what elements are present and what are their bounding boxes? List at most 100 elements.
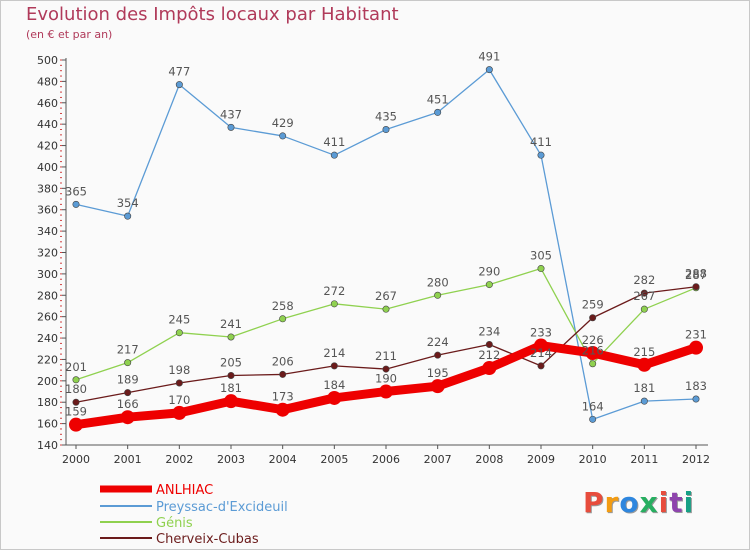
data-point	[124, 389, 132, 397]
data-point	[72, 200, 80, 208]
data-label: 166	[117, 397, 139, 411]
data-point	[227, 333, 235, 341]
data-point	[279, 132, 287, 140]
data-label: 206	[272, 354, 294, 368]
data-point	[279, 370, 287, 378]
data-point	[175, 81, 183, 89]
x-tick-label: 2000	[62, 453, 90, 466]
legend-entry: Preyssac-d'Excideuil	[156, 500, 288, 515]
data-label: 181	[220, 381, 242, 395]
data-label: 290	[478, 265, 500, 279]
data-label: 181	[633, 381, 655, 395]
legend-entry: ANLHIAC	[156, 483, 213, 498]
data-label: 491	[478, 50, 500, 64]
data-point	[279, 315, 287, 323]
data-point	[175, 329, 183, 337]
data-label: 231	[685, 328, 707, 342]
x-tick-label: 2003	[217, 453, 245, 466]
data-point	[692, 283, 700, 291]
y-tick-label: 380	[37, 182, 58, 195]
data-point	[69, 417, 83, 432]
legend-entry: Génis	[156, 516, 193, 531]
legend: ANLHIAC Preyssac-d'ExcideuilGénisCherveix…	[100, 483, 288, 547]
axes: 140 160 180 200 220 240 260 280 300 320 340 360 380 4…	[37, 54, 710, 466]
data-label: 258	[272, 299, 294, 313]
data-point	[434, 108, 442, 116]
logo-letter: i	[683, 486, 695, 519]
data-point	[537, 151, 545, 159]
data-point	[382, 126, 390, 134]
data-point	[482, 361, 497, 375]
y-tick-label: 460	[37, 97, 58, 110]
data-point	[537, 265, 545, 273]
series-preyssac-d-excideuil	[72, 66, 700, 423]
data-point	[485, 281, 493, 289]
data-label: 282	[633, 273, 655, 287]
data-label: 216	[582, 344, 604, 358]
x-tick-label: 2002	[165, 453, 193, 466]
data-label: 214	[530, 346, 552, 360]
data-label: 183	[685, 379, 707, 393]
logo-letter: o	[619, 486, 640, 519]
data-label: 215	[633, 345, 655, 359]
data-point	[382, 305, 390, 313]
data-label: 205	[220, 355, 242, 369]
data-point	[640, 305, 648, 313]
data-labels: 365 354 477 437 429 411 435 451 491 411 164 181 183 2…	[65, 50, 707, 419]
data-point	[379, 384, 393, 399]
data-label: 477	[168, 65, 190, 79]
y-tick-label: 240	[37, 332, 58, 345]
data-label: 173	[272, 390, 294, 404]
data-point	[434, 291, 442, 299]
data-label: 224	[427, 335, 449, 349]
data-label: 280	[427, 275, 449, 289]
data-label: 267	[375, 289, 397, 303]
y-tick-label: 200	[37, 375, 58, 388]
data-label: 411	[323, 135, 345, 149]
data-label: 241	[220, 317, 242, 331]
data-point	[120, 410, 135, 425]
data-label: 437	[220, 107, 242, 121]
y-tick-label: 500	[37, 54, 58, 67]
data-point	[637, 357, 652, 372]
data-point	[434, 351, 442, 359]
x-tick-label: 2005	[320, 453, 348, 466]
y-tick-label: 480	[37, 75, 58, 88]
data-point	[330, 362, 338, 370]
data-point	[589, 360, 597, 368]
data-point	[175, 379, 183, 387]
y-tick-label: 420	[37, 140, 58, 153]
data-point	[172, 405, 187, 420]
logo-letter: i	[658, 486, 670, 519]
data-label: 184	[323, 378, 345, 392]
data-label: 195	[427, 366, 449, 380]
y-tick-label: 180	[37, 396, 58, 409]
data-point	[485, 66, 493, 74]
data-label: 217	[117, 343, 139, 357]
data-label: 234	[478, 324, 500, 338]
data-point	[640, 397, 648, 405]
legend-entry: Cherveix-Cubas	[156, 532, 259, 547]
data-label: 451	[427, 92, 449, 106]
data-point	[227, 123, 235, 131]
data-label: 159	[65, 405, 87, 419]
data-label: 267	[633, 289, 655, 303]
y-tick-label: 300	[37, 268, 58, 281]
data-point	[430, 379, 445, 394]
y-tick-label: 320	[37, 247, 58, 260]
chart-subtitle: (en € et par an)	[26, 28, 113, 41]
data-label: 435	[375, 110, 397, 124]
series-cherveix-cubas	[72, 283, 700, 406]
data-point	[382, 365, 390, 373]
data-label: 354	[117, 196, 139, 210]
data-label: 305	[530, 249, 552, 263]
x-tick-label: 2004	[269, 453, 297, 466]
x-tick-label: 2001	[114, 453, 142, 466]
data-point	[124, 359, 132, 367]
proxiti-logo: Proxiti	[583, 486, 694, 519]
y-tick-label: 160	[37, 418, 58, 431]
data-label: 212	[478, 348, 500, 362]
data-point	[640, 289, 648, 297]
data-label: 211	[375, 349, 397, 363]
